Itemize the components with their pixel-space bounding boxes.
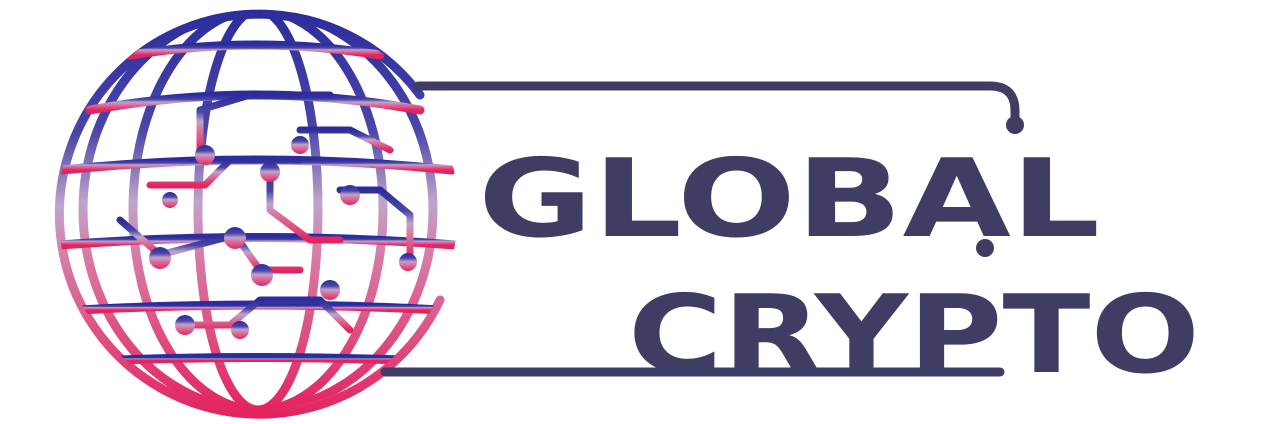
wordmark-frame — [380, 81, 1020, 377]
brand-line-crypto: CRYPTO — [628, 273, 1200, 398]
frame-nodes — [976, 116, 1024, 257]
brand-line-global: GLOBAL — [478, 137, 1100, 262]
circuit-globe-icon — [54, 9, 458, 419]
